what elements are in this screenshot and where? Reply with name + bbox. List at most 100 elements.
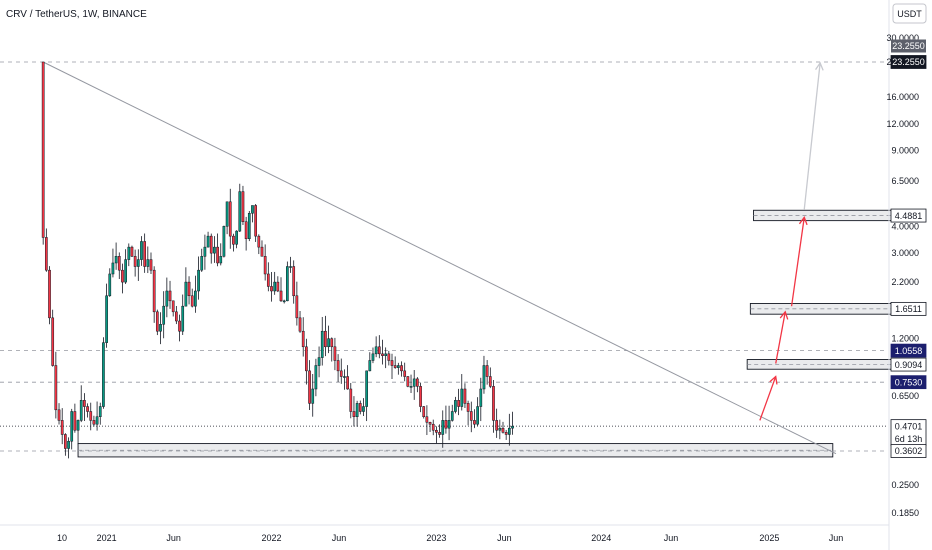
time-tick-label: 2021 — [97, 533, 117, 543]
candle-body — [435, 429, 438, 433]
price-badge-box — [890, 55, 927, 69]
price-badge-box — [890, 375, 927, 390]
candle-body — [400, 365, 403, 372]
candle-body — [384, 353, 388, 356]
candle-body — [41, 61, 45, 238]
candle-body — [479, 388, 483, 407]
candle-body — [428, 422, 432, 425]
price-badge: 0.4701 6d 13h — [890, 419, 927, 447]
candle-body — [108, 273, 112, 297]
candle-body — [178, 320, 181, 332]
candle-body — [105, 295, 108, 343]
bar-countdown-label: 6d 13h — [895, 434, 923, 444]
price-badge: 0.7530 — [890, 375, 927, 390]
currency-button[interactable]: USDT — [892, 3, 927, 24]
time-axis[interactable]: 10 2021 Jun 2022 Jun 2023 Jun 2024 Jun 2025 Jun — [57, 533, 843, 543]
price-badge: 4.4881 — [890, 208, 927, 223]
candle-body — [114, 256, 118, 264]
candle-body — [260, 246, 264, 257]
candle-body — [358, 403, 362, 412]
projection-arrow[interactable] — [759, 375, 778, 421]
candle-body — [320, 330, 324, 358]
projection-arrow[interactable] — [790, 216, 808, 307]
candle-body — [469, 411, 473, 421]
candle-body — [492, 386, 495, 421]
price-badge-label: 1.6511 — [895, 304, 922, 314]
candle-body — [86, 406, 89, 412]
candle-body — [403, 370, 407, 377]
candle-body — [273, 281, 277, 292]
price-badge-label: 1.0558 — [895, 346, 923, 356]
candle-body — [289, 266, 292, 268]
candle-body — [219, 256, 223, 264]
price-badge: 1.6511 — [890, 301, 927, 316]
candle-body — [216, 246, 219, 264]
candles-layer — [41, 61, 514, 459]
arrow-head — [769, 375, 778, 385]
candle-body — [352, 411, 356, 417]
trendline-layer[interactable] — [42, 61, 837, 455]
candle-body — [301, 330, 305, 348]
candle-body — [98, 406, 102, 417]
candle-body — [73, 411, 77, 431]
candle-body — [444, 420, 448, 429]
candle-body — [181, 305, 185, 332]
descending-trendline[interactable] — [42, 61, 837, 455]
candle-body — [292, 266, 296, 297]
candle-body — [235, 230, 238, 245]
candle-body — [95, 416, 99, 425]
arrows-layer[interactable] — [759, 61, 824, 421]
candle-body — [511, 425, 514, 429]
price-badge-label: 0.4701 — [895, 421, 923, 431]
candle-body — [130, 246, 134, 257]
candle-body — [409, 386, 413, 388]
candle-body — [92, 420, 96, 425]
candle-body — [390, 360, 394, 366]
price-tick-label: 30.0000 — [886, 33, 919, 43]
candle-body — [70, 411, 74, 442]
candle-body — [136, 259, 140, 267]
candle-body — [60, 420, 64, 435]
price-tick-label: 2.2000 — [891, 277, 919, 287]
projection-arrow[interactable] — [803, 61, 824, 210]
candle-body — [381, 353, 384, 356]
crosshair-price-badge — [891, 39, 926, 53]
candle-body — [327, 338, 330, 348]
arrow-shaft — [790, 217, 805, 307]
candle-body — [238, 191, 242, 232]
candle-body — [362, 406, 365, 412]
candle-body — [89, 411, 93, 421]
candle-body — [460, 388, 464, 407]
candle-body — [48, 269, 51, 319]
candle-body — [206, 235, 210, 248]
candle-body — [279, 290, 283, 302]
candle-body — [286, 266, 289, 302]
price-tick-label: 0.1850 — [891, 508, 919, 518]
crosshair-price-label: 23.2550 — [892, 41, 925, 51]
candle-body — [454, 400, 457, 412]
candle-body — [111, 262, 115, 275]
time-tick-label: 2024 — [591, 533, 611, 543]
price-tick-label: 6.5000 — [891, 176, 919, 186]
candle-body — [155, 311, 159, 332]
price-badge-box — [890, 444, 927, 458]
candle-body — [311, 388, 315, 404]
candle-body — [485, 365, 489, 377]
candle-body — [314, 365, 318, 390]
candle-body — [412, 378, 416, 387]
price-badge-box — [890, 301, 927, 316]
candle-body — [349, 388, 353, 412]
candle-body — [396, 365, 400, 368]
price-tick-label: 1.2000 — [891, 334, 919, 344]
projection-arrow[interactable] — [775, 310, 789, 364]
time-tick-label: 10 — [57, 533, 67, 543]
price-badge-box — [890, 208, 927, 223]
candle-body — [209, 235, 213, 254]
candle-body — [282, 300, 286, 303]
candle-body — [419, 386, 422, 407]
candle-body — [213, 246, 216, 254]
price-badge-box — [890, 419, 927, 447]
candle-body — [438, 432, 441, 435]
